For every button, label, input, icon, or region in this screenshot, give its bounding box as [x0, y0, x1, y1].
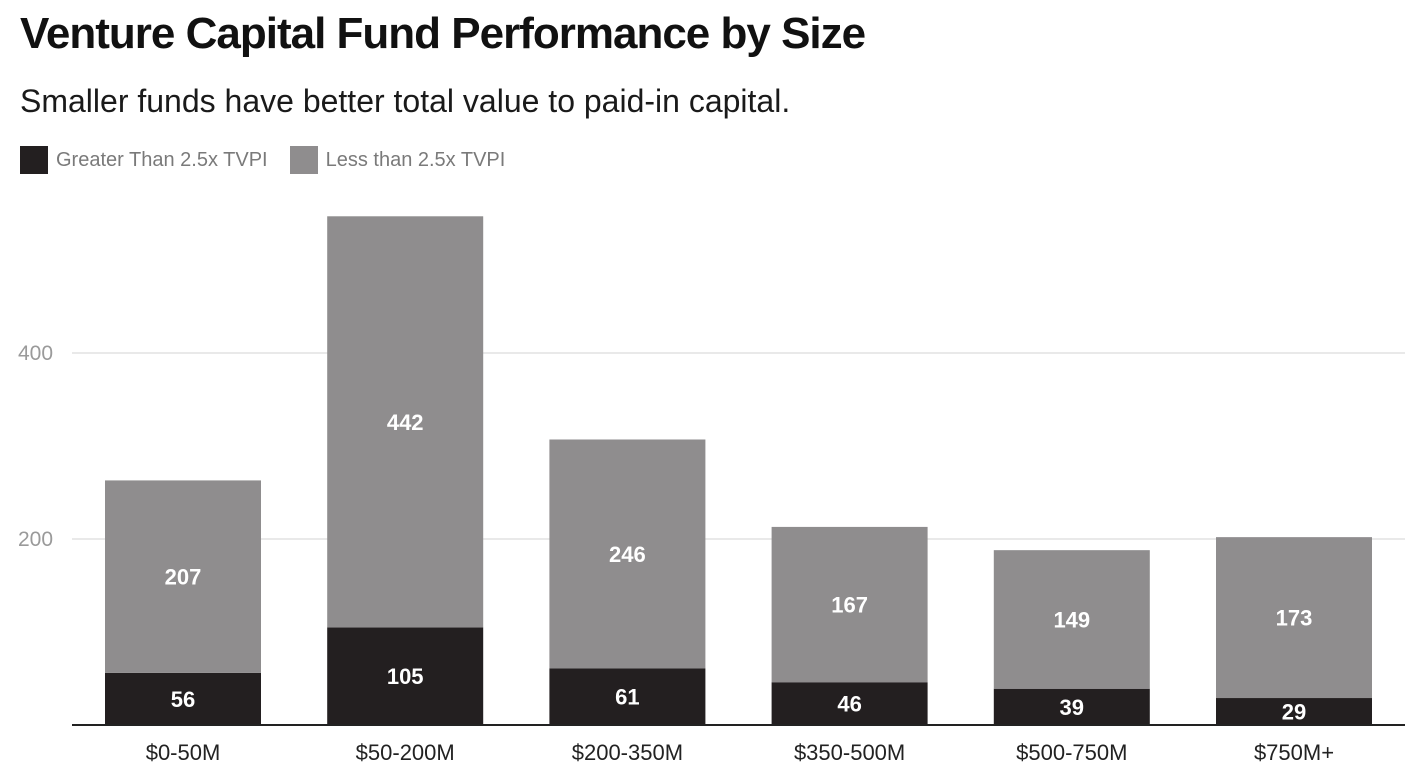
data-label: 149	[1053, 607, 1090, 632]
data-label: 29	[1282, 700, 1306, 725]
data-label: 39	[1060, 695, 1084, 720]
chart-subtitle: Smaller funds have better total value to…	[20, 83, 791, 119]
data-label: 46	[837, 692, 861, 717]
legend-label-greater: Greater Than 2.5x TVPI	[56, 149, 268, 171]
data-label: 207	[165, 565, 202, 590]
bars: 56 207 105 442 61 246 46 167 39 149 29 173	[105, 216, 1372, 725]
legend-label-less: Less than 2.5x TVPI	[325, 149, 506, 171]
data-label: 61	[615, 685, 639, 710]
bar-segment-greater	[993, 688, 1150, 725]
bar-segment-less	[993, 550, 1150, 689]
bar-segment-less	[549, 439, 706, 669]
y-tick-label: 400	[18, 342, 53, 365]
x-tick-label: $350-500M	[794, 740, 905, 765]
legend-item-greater: Greater Than 2.5x TVPI	[20, 146, 268, 174]
bar-segment-greater	[549, 668, 706, 725]
bar-segment-less	[771, 526, 928, 683]
gridlines	[72, 352, 1405, 540]
y-tick-label: 200	[18, 528, 53, 551]
x-tick-label: $750M+	[1254, 740, 1334, 765]
x-tick-label: $0-50M	[146, 740, 221, 765]
legend-swatch-less	[289, 146, 318, 174]
bar-segment-greater	[327, 627, 484, 725]
data-label: 246	[609, 542, 646, 567]
x-tick-label: $500-750M	[1016, 740, 1127, 765]
bar-segment-less	[327, 216, 484, 628]
data-label: 442	[387, 410, 424, 435]
data-label: 173	[1276, 606, 1313, 631]
x-tick-label: $200-350M	[572, 740, 683, 765]
bar-segment-greater	[105, 672, 261, 725]
data-label: 105	[387, 664, 424, 689]
data-label: 56	[171, 687, 195, 712]
axes: 200 400 $0-50M $50-200M $200-350M $350-500M $5…	[18, 342, 1405, 765]
data-label: 167	[831, 593, 868, 618]
legend: Greater Than 2.5x TVPI Less than 2.5x TV…	[20, 146, 505, 174]
bar-segment-less	[1216, 537, 1372, 699]
x-tick-label: $50-200M	[356, 740, 455, 765]
legend-swatch-greater	[20, 146, 48, 174]
bar-segment-greater	[1216, 698, 1372, 725]
legend-item-less: Less than 2.5x TVPI	[289, 146, 506, 174]
bar-segment-greater	[771, 682, 928, 725]
chart-title: Venture Capital Fund Performance by Size	[20, 9, 866, 58]
bar-segment-less	[105, 480, 261, 673]
